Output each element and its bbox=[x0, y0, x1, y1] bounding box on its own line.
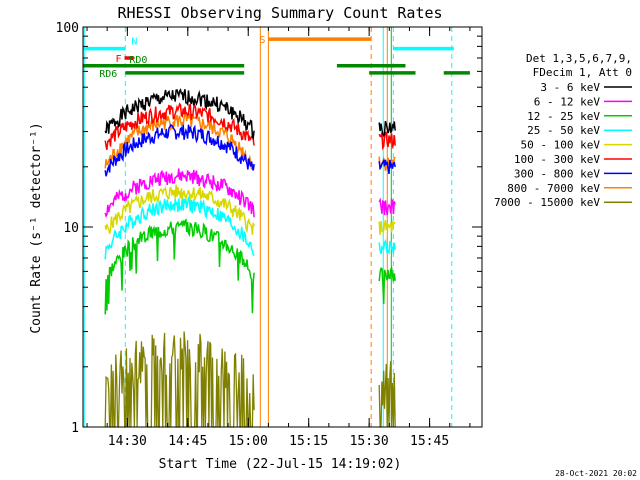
series-line-0-seg-1 bbox=[378, 120, 396, 138]
legend-label-3: 25 - 50 keV bbox=[527, 124, 600, 137]
state-label-2: F bbox=[115, 54, 121, 65]
state-label-4: RD6 bbox=[99, 69, 117, 80]
legend-label-7: 800 - 7000 keV bbox=[507, 182, 600, 195]
legend-header-0: Det 1,3,5,6,7,9, bbox=[526, 52, 632, 65]
legend-header-1: FDecim 1, Att 0 bbox=[533, 66, 632, 79]
legend-label-5: 100 - 300 keV bbox=[514, 153, 600, 166]
series-line-2-seg-1 bbox=[378, 265, 396, 305]
legend-label-0: 3 - 6 keV bbox=[540, 81, 600, 94]
x-tick-label-4: 15:30 bbox=[350, 434, 389, 449]
series-line-3-seg-1 bbox=[378, 238, 396, 255]
series-line-5-seg-0 bbox=[104, 102, 255, 150]
data-layer bbox=[83, 27, 453, 428]
x-tick-label-0: 14:30 bbox=[108, 434, 147, 449]
series-3 bbox=[104, 195, 396, 260]
legend: Det 1,3,5,6,7,9,FDecim 1, Att 0 3 - 6 keV… bbox=[494, 52, 632, 209]
series-line-8-seg-0 bbox=[104, 331, 255, 428]
legend-label-1: 6 - 12 keV bbox=[534, 95, 601, 108]
series-line-4-seg-0 bbox=[104, 184, 255, 235]
series-line-3-seg-0 bbox=[104, 195, 255, 260]
x-tick-label-2: 15:00 bbox=[229, 434, 268, 449]
footer-timestamp: 28-Oct-2021 20:02 bbox=[555, 469, 637, 478]
series-line-1-seg-1 bbox=[378, 197, 396, 216]
axes-layer: 1 10 100 14:30 14:45 15:00 15:15 15:30 15:45 bbox=[56, 21, 483, 449]
series-8 bbox=[104, 331, 396, 428]
y-axis-label: Count Rate (s⁻¹ detector⁻¹) bbox=[29, 122, 44, 333]
state-label-1: N bbox=[131, 37, 137, 48]
legend-label-4: 50 - 100 keV bbox=[521, 139, 601, 152]
state-label-3: RD0 bbox=[129, 55, 147, 66]
chart-title: RHESSI Observing Summary Count Rates bbox=[117, 4, 442, 22]
series-line-6-seg-0 bbox=[104, 123, 255, 177]
state-label-5: S bbox=[259, 35, 265, 46]
state-bars-layer: NF RD0 RD6 S bbox=[83, 35, 470, 80]
series-line-4-seg-1 bbox=[378, 219, 396, 235]
series-line-6-seg-1 bbox=[378, 158, 396, 175]
y-tick-label-2: 100 bbox=[56, 21, 79, 36]
legend-label-2: 12 - 25 keV bbox=[527, 110, 600, 123]
x-axis-label: Start Time (22-Jul-15 14:19:02) bbox=[159, 457, 402, 472]
series-4 bbox=[104, 184, 396, 235]
series-2 bbox=[104, 218, 396, 315]
x-tick-label-5: 15:45 bbox=[410, 434, 449, 449]
series-line-2-seg-0 bbox=[104, 218, 255, 315]
series-6 bbox=[104, 123, 396, 177]
series-line-5-seg-1 bbox=[378, 131, 396, 151]
series-line-0-seg-0 bbox=[104, 88, 255, 141]
legend-label-6: 300 - 800 keV bbox=[514, 167, 600, 180]
x-tick-label-1: 14:45 bbox=[168, 434, 207, 449]
series-1 bbox=[104, 168, 396, 218]
x-tick-label-3: 15:15 bbox=[289, 434, 328, 449]
legend-label-8: 7000 - 15000 keV bbox=[494, 196, 600, 209]
y-tick-label-1: 10 bbox=[63, 221, 79, 236]
series-0 bbox=[104, 88, 396, 141]
series-line-1-seg-0 bbox=[104, 168, 255, 218]
y-tick-label-0: 1 bbox=[71, 421, 79, 436]
